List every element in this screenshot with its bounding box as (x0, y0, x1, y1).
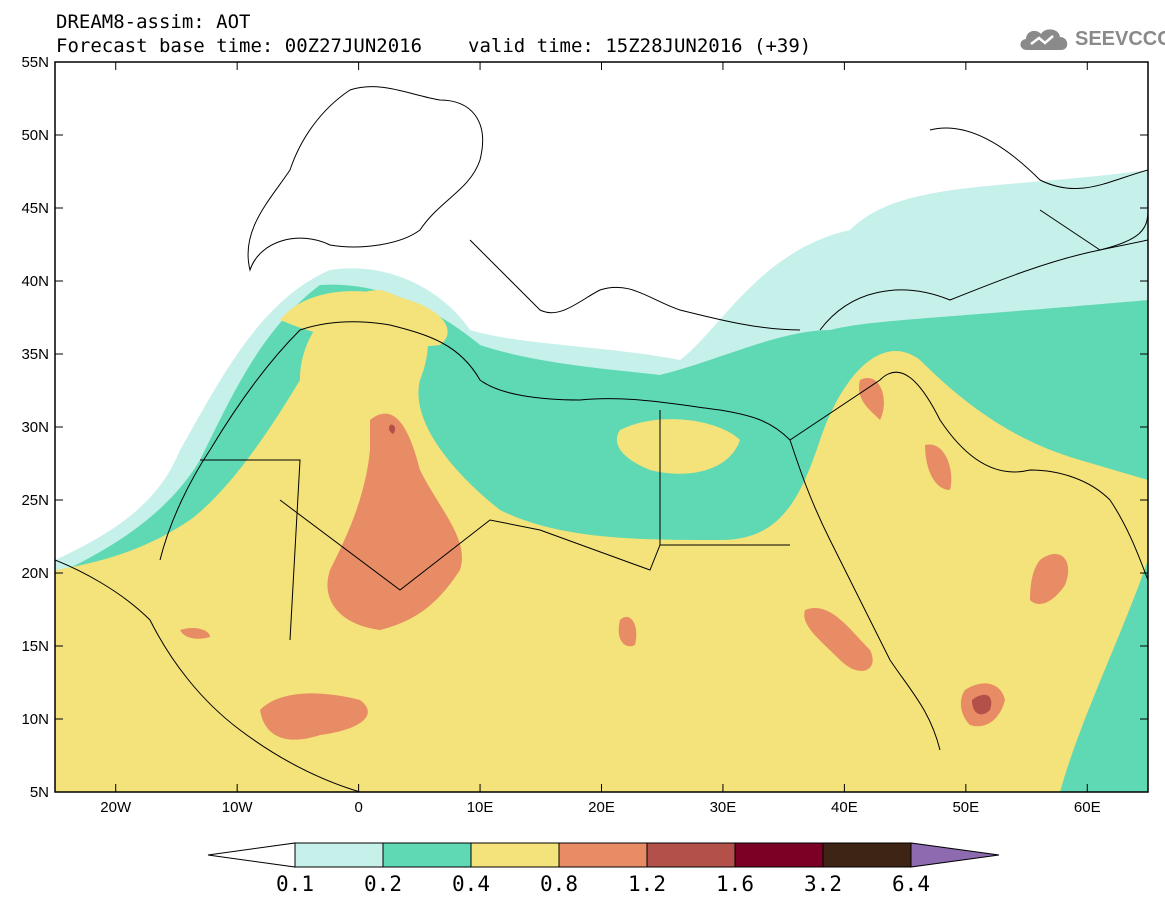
colorbar-label: 0.1 (276, 872, 314, 896)
colorbar-label: 0.4 (452, 872, 490, 896)
colorbar-swatch (294, 842, 384, 868)
lon-axis: 20W 10W 0 10E 20E 30E 40E 50E 60E (100, 62, 1101, 816)
lat-tick-label: 5N (30, 784, 49, 801)
lat-tick-label: 55N (21, 54, 49, 71)
colorbar-label: 0.2 (364, 872, 402, 896)
colorbar-over-arrow (910, 842, 1000, 868)
lon-tick-label: 50E (952, 799, 979, 816)
lon-tick-label: 10W (222, 799, 254, 816)
aot-contour-0.8 (327, 413, 462, 630)
lon-tick-label: 20W (100, 799, 132, 816)
colorbar-swatch (470, 842, 560, 868)
lat-tick-label: 20N (21, 565, 49, 582)
colorbar-swatch (558, 842, 648, 868)
seevccc-logo: SEEVCCC (1017, 24, 1165, 54)
colorbar-label: 6.4 (892, 872, 930, 896)
lat-tick-label: 10N (21, 711, 49, 728)
lat-tick-label: 40N (21, 273, 49, 290)
aot-field (55, 62, 1148, 792)
colorbar-swatch (646, 842, 736, 868)
lon-tick-label: 10E (467, 799, 494, 816)
lat-tick-label: 15N (21, 638, 49, 655)
colorbar-swatch (734, 842, 824, 868)
lon-tick-label: 20E (588, 799, 615, 816)
chart-title: DREAM8-assim: AOT (56, 11, 251, 33)
lat-axis: 55N 50N 45N 40N 35N 30N 25N 20N 15N 10N 5N (21, 54, 1148, 801)
coastlines (55, 86, 1148, 792)
aot-contour-0.4 (55, 290, 1148, 792)
valid-time-label: valid time: 15Z28JUN2016 (+39) (468, 35, 812, 57)
lat-tick-label: 50N (21, 127, 49, 144)
lat-tick-label: 35N (21, 346, 49, 363)
colorbar-label: 1.6 (716, 872, 754, 896)
lon-tick-label: 60E (1074, 799, 1101, 816)
lon-tick-label: 0 (354, 799, 362, 816)
lat-tick-label: 25N (21, 492, 49, 509)
time-info: Forecast base time: 00Z27JUN2016 valid ti… (56, 37, 811, 56)
colorbar-swatch (822, 842, 912, 868)
lat-tick-label: 45N (21, 200, 49, 217)
colorbar-swatch (382, 842, 472, 868)
aot-contour-1.2 (972, 694, 992, 715)
lon-tick-label: 30E (710, 799, 737, 816)
colorbar-label: 1.2 (628, 872, 666, 896)
colorbar-label: 3.2 (804, 872, 842, 896)
lon-tick-label: 40E (831, 799, 858, 816)
cloud-icon (1020, 29, 1068, 50)
base-time-label: Forecast base time: 00Z27JUN2016 (56, 35, 423, 57)
logo-text: SEEVCCC (1075, 28, 1165, 50)
colorbar-under-arrow (207, 842, 296, 868)
colorbar-label: 0.8 (540, 872, 578, 896)
lat-tick-label: 30N (21, 419, 49, 436)
